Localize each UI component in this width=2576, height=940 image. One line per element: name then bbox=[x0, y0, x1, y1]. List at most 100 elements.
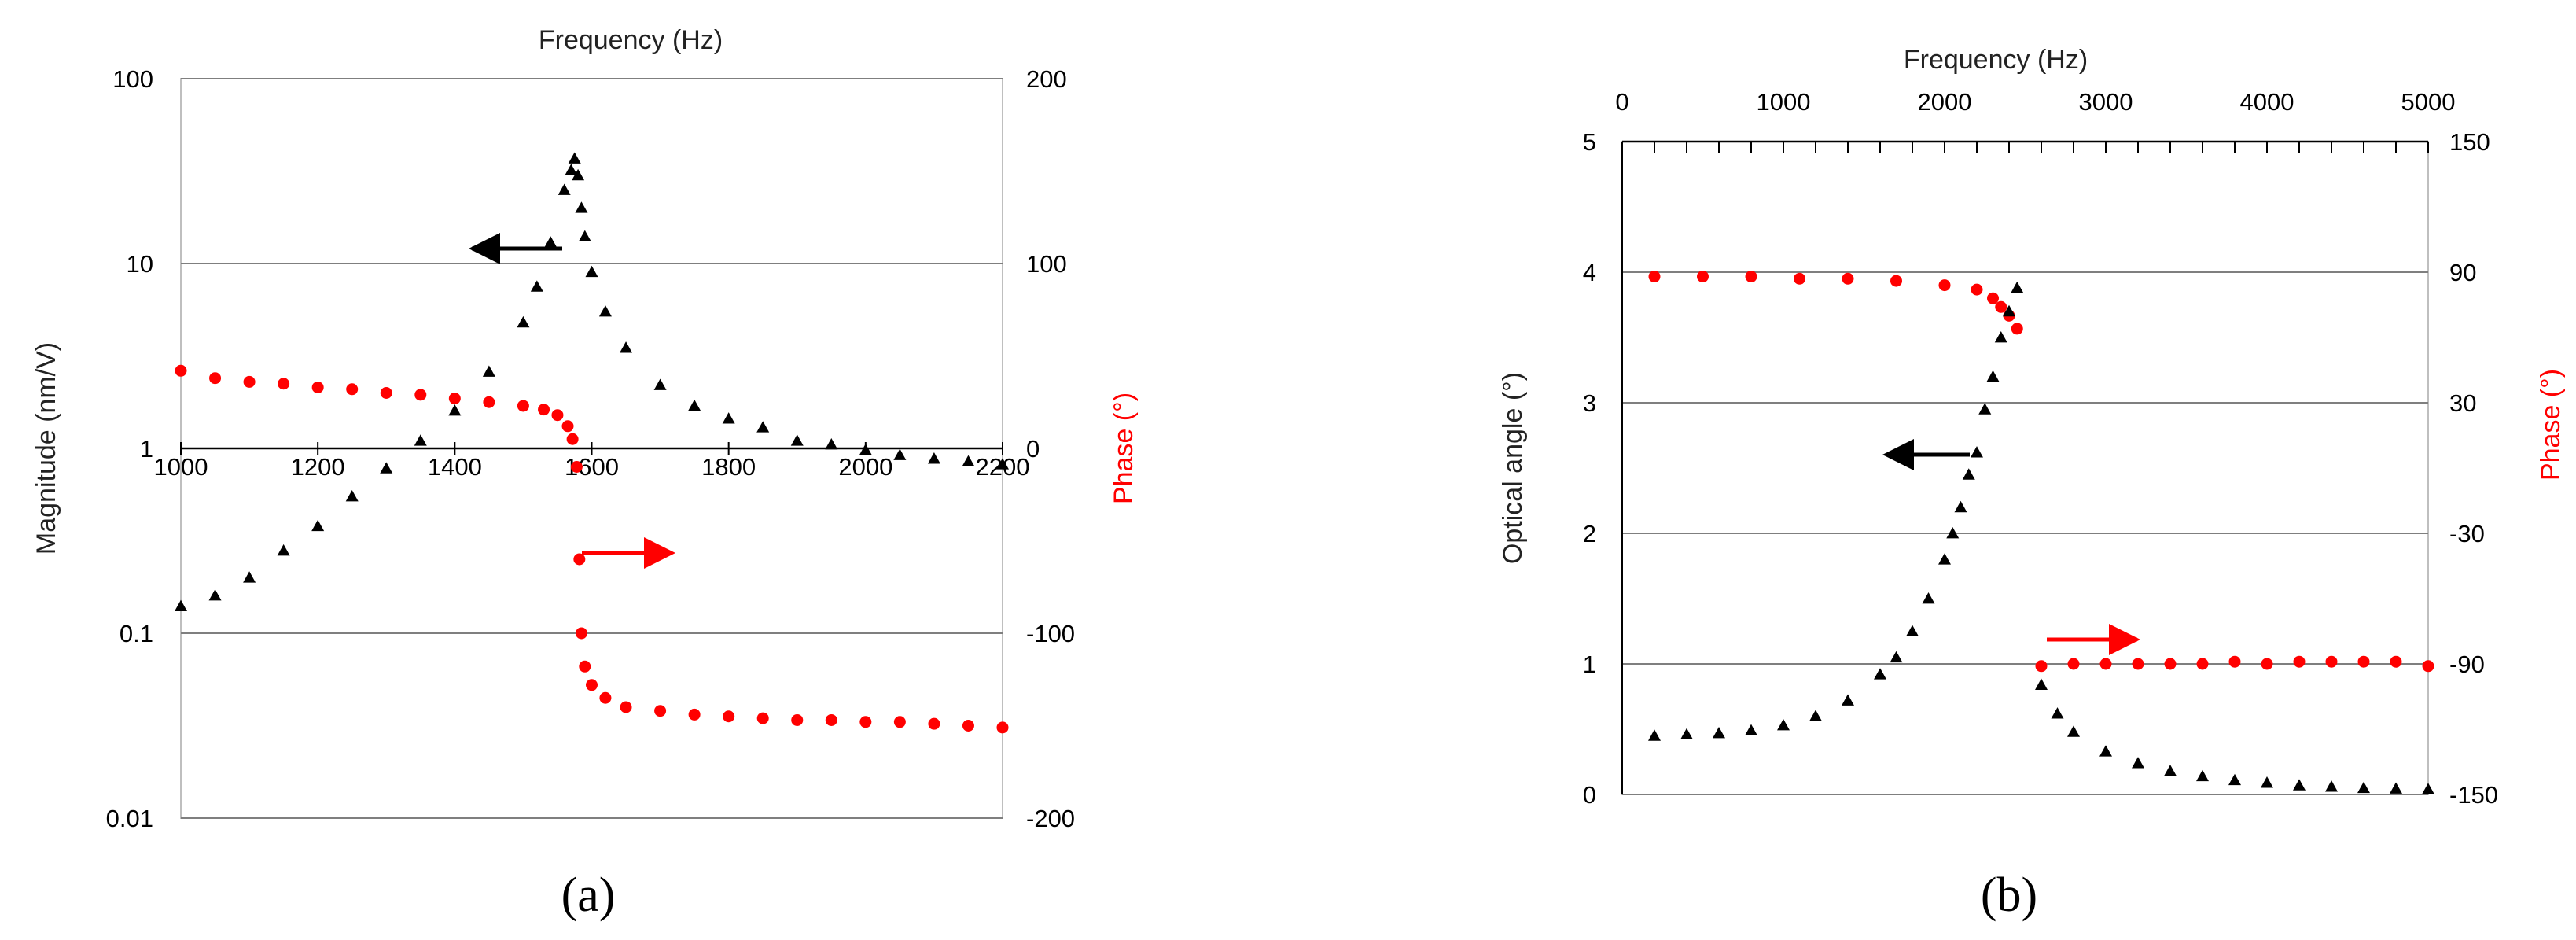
magnitude-point-a bbox=[311, 519, 325, 532]
x-tick-label-b: 1000 bbox=[1757, 88, 1811, 116]
phase-point-a bbox=[893, 716, 906, 728]
y-right-axis-label-a: Phase (°) bbox=[1109, 393, 1139, 504]
magnitude-point-a bbox=[575, 201, 588, 213]
y-left-axis-label-a: Magnitude (nm/V) bbox=[31, 342, 61, 555]
magnitude-point-a bbox=[544, 236, 558, 248]
magnitude-point-a bbox=[380, 462, 393, 474]
optical-angle-point-b bbox=[2051, 707, 2064, 719]
optical-angle-point-b bbox=[1890, 651, 1903, 663]
phase-point-b bbox=[2261, 658, 2273, 670]
magnitude-point-a bbox=[208, 589, 222, 601]
phase-point-a bbox=[278, 378, 290, 390]
y-right-tick-label-b: -90 bbox=[2449, 651, 2485, 678]
y-right-tick-labels-a: -200 -100 0 100 200 bbox=[1026, 65, 1075, 832]
phase-point-b bbox=[2293, 655, 2306, 668]
optical-angle-point-b bbox=[1946, 527, 1960, 539]
x-tick-label-b: 3000 bbox=[2079, 88, 2133, 116]
phase-point-a bbox=[448, 393, 461, 405]
y-left-tick-label-a: 1 bbox=[140, 435, 153, 463]
magnitude-point-a bbox=[448, 404, 462, 416]
phase-point-a bbox=[791, 713, 804, 726]
y-left-axis-label-b: Optical angle (°) bbox=[1498, 372, 1528, 564]
x-tick-label-b: 4000 bbox=[2240, 88, 2294, 116]
phase-point-b bbox=[1842, 272, 1854, 285]
phase-point-b bbox=[1745, 271, 1757, 283]
series-optical-angle-b bbox=[1648, 281, 2434, 794]
y-left-tick-label-b: 1 bbox=[1583, 651, 1596, 678]
phase-point-a bbox=[570, 461, 583, 473]
y-right-axis-label-b: Phase (°) bbox=[2536, 369, 2566, 481]
panel-label-b: (b) bbox=[1981, 868, 2037, 922]
series-magnitude-a bbox=[175, 152, 1009, 612]
plot-frame-b bbox=[1621, 141, 2429, 795]
phase-point-b bbox=[2196, 658, 2209, 670]
phase-point-a bbox=[243, 375, 256, 388]
phase-point-b bbox=[2228, 655, 2241, 668]
phase-point-a bbox=[996, 721, 1009, 734]
magnitude-point-a bbox=[482, 365, 495, 377]
chart-panel-b: 0 1000 2000 3000 4000 5000 0 1 2 3 4 5 -150 -90 -30 3… bbox=[1498, 45, 2566, 922]
magnitude-point-a bbox=[598, 305, 612, 317]
y-left-tick-label-b: 0 bbox=[1583, 781, 1596, 809]
phase-point-a bbox=[723, 710, 735, 723]
phase-point-b bbox=[2357, 655, 2370, 668]
y-right-tick-label-b: -30 bbox=[2449, 520, 2485, 547]
phase-point-b bbox=[2011, 323, 2023, 335]
optical-angle-point-b bbox=[2067, 725, 2080, 737]
phase-point-a bbox=[380, 387, 392, 399]
optical-angle-point-b bbox=[1680, 728, 1693, 740]
optical-angle-point-b bbox=[2422, 783, 2434, 794]
y-left-tick-labels-b: 0 1 2 3 4 5 bbox=[1583, 128, 1596, 809]
y-left-tick-label-a: 10 bbox=[127, 250, 153, 278]
y-right-tick-label-b: 150 bbox=[2449, 128, 2490, 156]
optical-angle-point-b bbox=[2261, 776, 2273, 788]
optical-angle-point-b bbox=[1648, 729, 1661, 741]
magnitude-point-a bbox=[572, 168, 585, 181]
phase-point-b bbox=[1971, 283, 1983, 296]
phase-point-a bbox=[175, 364, 187, 377]
x-axis-label-b: Frequency (Hz) bbox=[1904, 45, 2088, 75]
y-left-tick-label-a: 0.1 bbox=[120, 620, 153, 647]
x-tick-label-a: 1400 bbox=[428, 453, 482, 481]
phase-point-a bbox=[573, 553, 586, 566]
phase-point-a bbox=[551, 409, 564, 422]
phase-point-b bbox=[2325, 655, 2338, 668]
optical-angle-point-b bbox=[1978, 403, 1992, 415]
y-right-tick-label-a: -100 bbox=[1026, 620, 1075, 647]
magnitude-point-a bbox=[653, 378, 667, 390]
phase-point-a bbox=[517, 400, 529, 412]
phase-point-a bbox=[859, 716, 872, 728]
magnitude-point-a bbox=[517, 315, 530, 328]
series-phase-b bbox=[1648, 271, 2434, 673]
optical-angle-point-b bbox=[1809, 710, 1822, 721]
phase-point-a bbox=[586, 679, 598, 691]
phase-point-a bbox=[538, 404, 550, 416]
optical-angle-point-b bbox=[1986, 370, 2000, 382]
phase-point-a bbox=[346, 383, 359, 396]
phase-point-b bbox=[1648, 271, 1661, 283]
magnitude-point-a bbox=[578, 230, 591, 242]
x-tick-label-a: 2000 bbox=[838, 453, 892, 481]
y-left-tick-label-b: 2 bbox=[1583, 520, 1596, 547]
magnitude-point-a bbox=[859, 444, 872, 455]
phase-point-b bbox=[2164, 658, 2177, 670]
phase-point-b bbox=[2099, 658, 2112, 670]
magnitude-point-a bbox=[927, 452, 940, 464]
optical-angle-point-b bbox=[1745, 724, 1757, 736]
y-right-tick-label-b: -150 bbox=[2449, 781, 2498, 809]
x-tick-label-a: 1000 bbox=[154, 453, 208, 481]
phase-point-a bbox=[756, 712, 769, 724]
phase-point-a bbox=[414, 389, 427, 401]
optical-angle-point-b bbox=[1954, 500, 1967, 513]
y-left-tick-label-b: 5 bbox=[1583, 128, 1596, 156]
x-tick-labels-a: 1000120014001600180020002200 bbox=[154, 442, 1029, 481]
optical-angle-point-b bbox=[1938, 553, 1951, 565]
gridlines-b bbox=[1622, 271, 2428, 795]
phase-point-a bbox=[561, 420, 574, 433]
magnitude-point-a bbox=[277, 544, 290, 556]
magnitude-point-a bbox=[414, 434, 427, 446]
y-right-tick-label-b: 30 bbox=[2449, 389, 2476, 417]
phase-point-a bbox=[311, 381, 324, 393]
x-tick-label-b: 0 bbox=[1615, 88, 1628, 116]
phase-point-b bbox=[1697, 271, 1709, 283]
